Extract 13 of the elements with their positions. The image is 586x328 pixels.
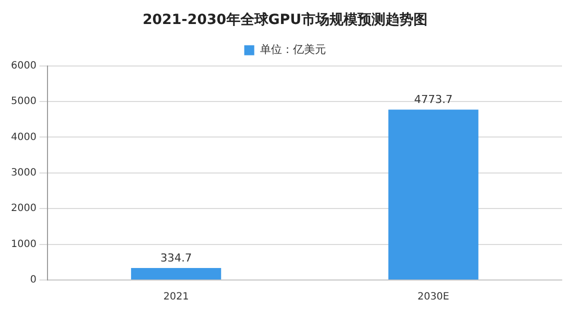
x-tick-label: 2030E <box>417 292 450 303</box>
chart-title: 2021-2030年全球GPU市场规模预测趋势图 <box>142 11 428 28</box>
legend-label: 单位：亿美元 <box>260 43 326 56</box>
data-label: 4773.7 <box>414 92 453 106</box>
y-tick-label: 5000 <box>10 96 36 108</box>
x-tick-label: 2021 <box>163 292 189 303</box>
y-tick-label: 6000 <box>10 60 36 72</box>
data-label: 334.7 <box>160 251 192 264</box>
y-tick-label: 2000 <box>10 203 36 214</box>
y-tick-label: 3000 <box>10 167 36 178</box>
y-tick-label: 1000 <box>10 238 36 250</box>
y-tick-label: 0 <box>30 274 36 286</box>
y-tick-label: 4000 <box>10 132 36 143</box>
